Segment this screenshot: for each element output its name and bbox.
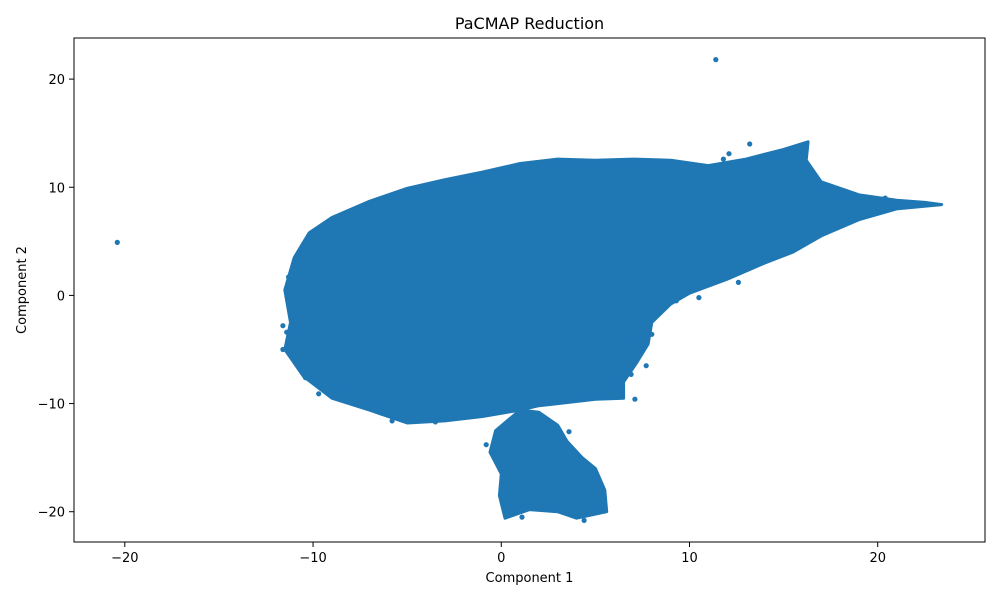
scatter-point xyxy=(284,329,290,335)
y-axis-label: Component 2 xyxy=(15,246,30,334)
scatter-point xyxy=(696,295,702,301)
x-axis-label: Component 1 xyxy=(486,571,574,586)
scatter-point xyxy=(630,337,636,343)
plot-area xyxy=(114,57,944,524)
chart-title: PaCMAP Reduction xyxy=(455,14,604,33)
scatter-point xyxy=(280,346,286,353)
axes-frame xyxy=(73,37,986,543)
x-axis: −20 −10 0 10 20 xyxy=(111,542,886,566)
scatter-point xyxy=(389,418,395,424)
x-tick-label: 0 xyxy=(497,551,505,566)
scatter-point xyxy=(632,396,638,402)
y-tick-label: −20 xyxy=(38,506,65,521)
scatter-point xyxy=(432,419,438,425)
scatter-point xyxy=(713,57,719,63)
y-tick-label: 10 xyxy=(48,181,65,196)
scatter-point xyxy=(720,156,727,162)
scatter-point xyxy=(581,517,587,524)
scatter-point xyxy=(316,391,322,397)
scatter-point xyxy=(673,298,679,304)
y-tick-label: −10 xyxy=(38,398,65,413)
scatter-point xyxy=(628,371,634,377)
scatter-point xyxy=(799,165,806,171)
scatter-point xyxy=(726,151,732,157)
point-cloud-main-cluster xyxy=(283,140,944,425)
scatter-point xyxy=(519,514,525,520)
x-tick-label: 20 xyxy=(869,551,886,566)
scatter-point xyxy=(280,323,286,329)
scatter-point xyxy=(643,363,649,369)
scatter-point xyxy=(483,442,489,448)
y-tick-label: 20 xyxy=(48,73,65,88)
x-tick-label: 10 xyxy=(681,551,698,566)
scatter-point xyxy=(747,141,753,147)
scatter-point xyxy=(649,331,655,337)
y-axis: −20 −10 0 10 20 xyxy=(38,73,74,521)
scatter-point xyxy=(839,190,845,196)
scatter-point xyxy=(735,279,742,285)
scatter-point xyxy=(344,386,350,393)
x-tick-label: −10 xyxy=(299,551,326,566)
y-tick-label: 0 xyxy=(57,289,65,304)
scatter-point xyxy=(366,401,373,407)
scatter-point xyxy=(882,195,888,201)
scatter-point xyxy=(566,429,572,435)
x-tick-label: −20 xyxy=(111,551,138,566)
scatter-point xyxy=(114,239,120,245)
scatter-point xyxy=(286,274,292,280)
point-cloud-lower-cluster xyxy=(488,408,609,520)
scatter-point xyxy=(302,375,309,381)
